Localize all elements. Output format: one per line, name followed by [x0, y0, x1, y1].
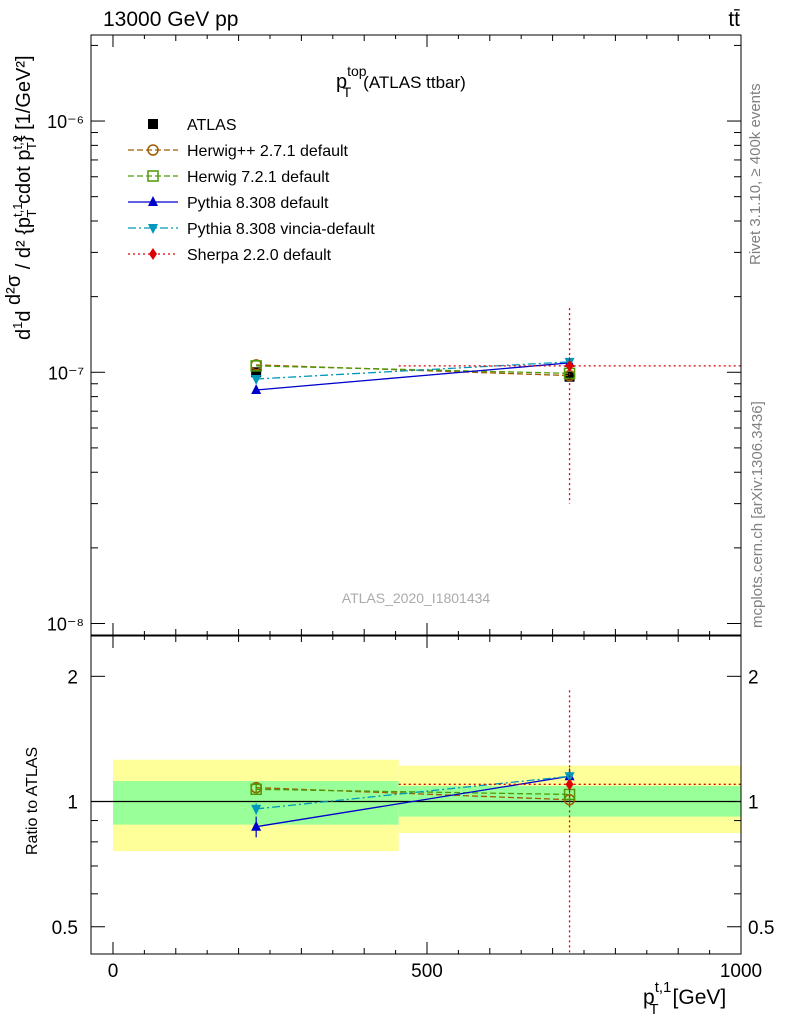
legend-marker-1: [147, 144, 159, 156]
series-1-ratio-point-0: [250, 783, 262, 796]
legend-label-2: Herwig 7.2.1 default: [187, 169, 330, 186]
main-frame: [90, 34, 742, 636]
legend-marker-2: [147, 170, 159, 182]
rivet-label: Rivet 3.1.10, ≥ 400k events: [747, 83, 764, 265]
y-tick-label-0: 10⁻⁸: [47, 615, 84, 635]
legend-marker-4: [148, 224, 158, 234]
legend-label-3: Pythia 8.308 default: [187, 195, 329, 212]
series-4-ratio-point-0: [565, 778, 574, 791]
r-tick-label-left-2: 2: [67, 667, 78, 688]
ratio-series-layer: [250, 690, 741, 954]
atlas-point-0: [251, 367, 262, 378]
y-tick-label-2: 10⁻⁶: [47, 112, 84, 132]
r-tick-label-right-0: 0.5: [748, 918, 774, 939]
r-tick-label-right-2: 2: [748, 667, 759, 688]
series-4-point-0: [565, 359, 574, 372]
r-tick-label-left-0: 0.5: [52, 918, 78, 939]
legend-label-5: Sherpa 2.2.0 default: [187, 247, 332, 264]
main-series-layer: [250, 308, 741, 504]
series-2-line: [256, 362, 570, 391]
series-3-point-0: [251, 375, 262, 386]
x-tick-label-2: 1000: [720, 961, 762, 982]
x-axis-label: pt,1 T[GeV]: [643, 979, 726, 1018]
legend: ATLAS Herwig++ 2.7.1 default Herwig 7.2.1 …: [128, 117, 375, 264]
ratio-frame: [90, 635, 742, 955]
main-ylabel: d1d d²σ / d² {pt,1T cdot pt,2T} [1/GeV²]: [3, 55, 39, 340]
x-tick-label-1: 500: [411, 961, 443, 982]
legend-marker-5: [149, 248, 157, 260]
atlas-point-1: [564, 371, 575, 382]
r-tick-label-left-1: 1: [67, 793, 78, 814]
x-tick-label-0: 0: [108, 961, 119, 982]
series-0-ratio-line: [256, 786, 570, 801]
series-3-ratio-point-0: [251, 804, 262, 815]
analysis-label: ATLAS_2020_I1801434: [342, 590, 491, 606]
series-3-line: [256, 361, 570, 380]
legend-marker-3: [148, 196, 158, 206]
legend-label-1: Herwig++ 2.7.1 default: [187, 143, 349, 160]
process-label: tt̄: [728, 8, 740, 31]
series-2-ratio-line: [256, 775, 570, 828]
axis-ticks: 0 500 1000 10⁻⁸ 10⁻⁷ 10⁻⁶ 0.5 0.5 1 1 2 2: [47, 35, 774, 982]
svg-text:d1d d²σ / d² {pt,1T cdot pt,2T: d1d d²σ / d² {pt,1T cdot pt,2T} [1/GeV²]: [3, 55, 39, 340]
series-3-ratio-line: [256, 775, 570, 810]
plot-title: ptop T (ATLAS ttbar): [336, 63, 466, 100]
legend-marker-0: [148, 119, 158, 129]
series-1-line: [256, 365, 570, 375]
series-1-ratio-line: [256, 788, 570, 796]
energy-label: 13000 GeV pp: [103, 8, 238, 31]
series-2-point-0: [251, 383, 262, 394]
legend-label-4: Pythia 8.308 vincia-default: [187, 221, 375, 238]
series-2-ratio-point-0: [251, 820, 262, 831]
y-tick-label-1: 10⁻⁷: [48, 363, 84, 383]
legend-label-0: ATLAS: [187, 117, 237, 134]
ratio-bands-layer: [91, 759, 741, 852]
ratio-ylabel: Ratio to ATLAS: [24, 747, 41, 855]
source-label: mcplots.cern.ch [arXiv:1306.3436]: [749, 401, 766, 628]
r-tick-label-right-1: 1: [748, 793, 759, 814]
series-1-point-0: [250, 360, 262, 372]
